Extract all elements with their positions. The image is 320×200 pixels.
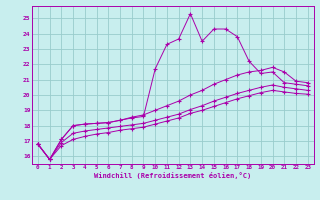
X-axis label: Windchill (Refroidissement éolien,°C): Windchill (Refroidissement éolien,°C) (94, 172, 252, 179)
